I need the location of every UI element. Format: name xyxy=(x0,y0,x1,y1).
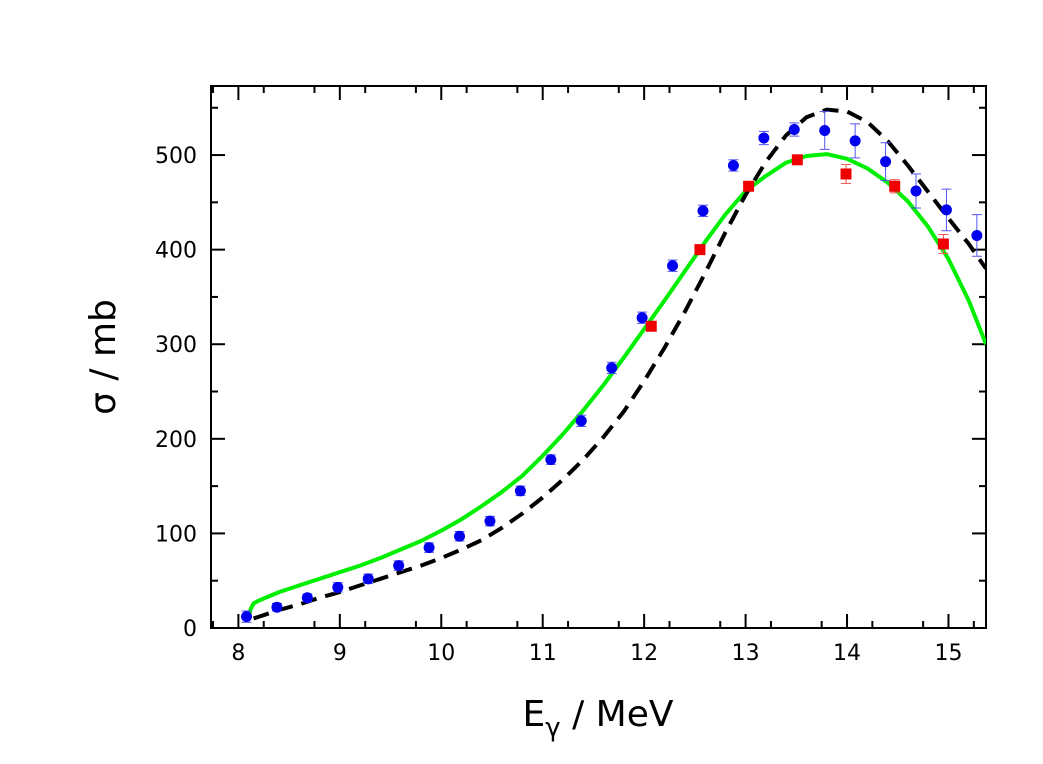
x-axis-label: Eγ / MeV xyxy=(523,694,674,743)
y-tick-label: 500 xyxy=(155,144,197,169)
x-tick-label: 13 xyxy=(732,641,760,666)
data-point-circle xyxy=(301,592,313,604)
dashed-curve xyxy=(252,107,986,621)
data-point-square xyxy=(889,180,901,192)
data-point-circle xyxy=(667,260,679,272)
data-point-circle xyxy=(332,581,344,593)
data-point-circle xyxy=(971,229,983,241)
data-point-circle xyxy=(758,132,770,144)
data-point-circle xyxy=(636,312,648,324)
data-point-circle xyxy=(575,415,587,427)
data-point-square xyxy=(840,168,852,180)
data-point-circle xyxy=(727,159,739,171)
data-point-circle xyxy=(241,611,253,623)
x-tick-label: 14 xyxy=(833,641,861,666)
data-point-circle xyxy=(697,205,709,217)
y-tick-label: 100 xyxy=(155,522,197,547)
series-layer xyxy=(241,107,986,623)
x-axis-label-main: E xyxy=(523,694,546,735)
data-point-circle xyxy=(271,601,283,613)
y-tick-label: 300 xyxy=(155,333,197,358)
x-tick-label: 10 xyxy=(427,641,455,666)
data-point-square xyxy=(645,320,657,332)
y-tick-label: 0 xyxy=(183,617,197,642)
data-point-circle xyxy=(819,124,831,136)
data-point-square xyxy=(937,238,949,250)
data-point-circle xyxy=(362,573,374,585)
x-tick-label: 8 xyxy=(231,641,245,666)
y-axis-label: σ / mb xyxy=(83,299,124,415)
x-axis-label-subscript: γ xyxy=(545,713,560,743)
y-tick-label: 400 xyxy=(155,239,197,264)
data-point-circle xyxy=(484,515,496,527)
data-point-circle xyxy=(423,542,435,554)
data-point-circle xyxy=(880,156,892,168)
data-point-square xyxy=(791,154,803,166)
data-point-square xyxy=(743,180,755,192)
axis-ticks xyxy=(211,86,986,629)
x-tick-label: 11 xyxy=(529,641,557,666)
x-tick-label: 12 xyxy=(630,641,658,666)
data-point-circle xyxy=(849,135,861,147)
data-point-circle xyxy=(393,560,405,572)
solid-curve xyxy=(246,152,986,619)
data-point-circle xyxy=(454,530,466,542)
data-point-circle xyxy=(545,454,557,466)
data-point-square xyxy=(694,244,706,256)
x-tick-label: 9 xyxy=(333,641,347,666)
data-point-circle xyxy=(514,485,526,497)
data-point-circle xyxy=(910,185,922,197)
data-point-circle xyxy=(606,362,618,374)
data-point-circle xyxy=(940,204,952,216)
x-tick-label: 15 xyxy=(934,641,962,666)
plot-frame xyxy=(210,85,987,629)
data-point-circle xyxy=(788,124,800,136)
y-tick-label: 200 xyxy=(155,428,197,453)
y-tick-labels: 0 100 200 300 400 500 xyxy=(155,144,197,642)
x-tick-labels: 8 9 10 11 12 13 14 15 xyxy=(231,641,962,666)
x-axis-label-unit: / MeV xyxy=(561,694,674,735)
